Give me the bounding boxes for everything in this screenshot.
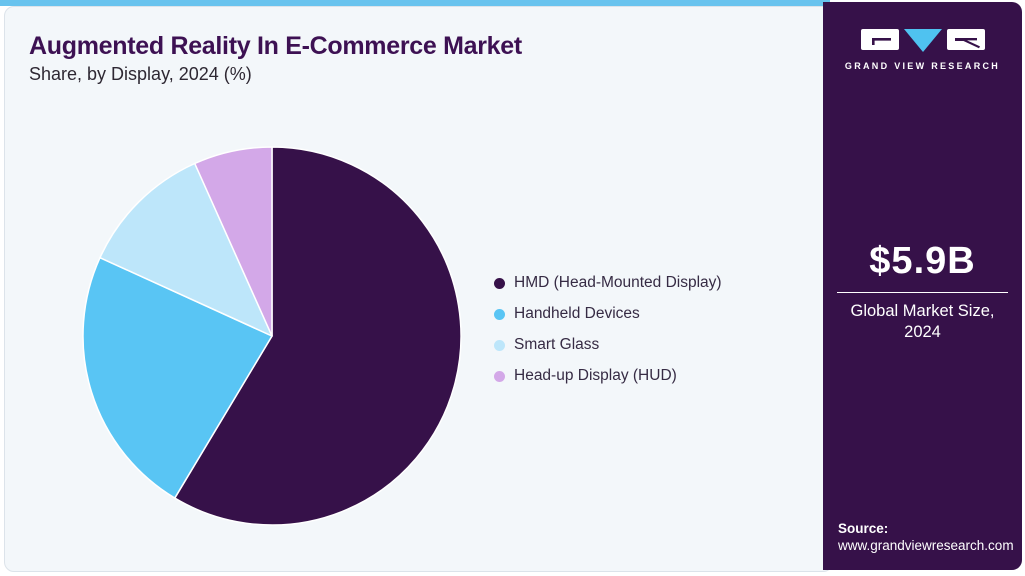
source-url: www.grandviewresearch.com xyxy=(838,538,1014,554)
chart-subtitle: Share, by Display, 2024 (%) xyxy=(29,64,252,84)
legend-swatch-icon xyxy=(494,277,505,289)
logo-v-icon xyxy=(903,29,942,52)
legend-label: Head-up Display (HUD) xyxy=(514,367,677,384)
sidebar: GRAND VIEW RESEARCH $5.9B Global Market … xyxy=(823,2,1022,570)
legend-item-2: Handheld Devices xyxy=(494,305,722,323)
market-size-caption: Global Market Size, 2024 xyxy=(850,302,995,342)
chart-title: Augmented Reality In E-Commerce Market xyxy=(29,32,522,60)
pie-slice-3 xyxy=(99,162,273,337)
legend-label: Smart Glass xyxy=(514,336,600,353)
market-size-value: $5.9B xyxy=(869,240,976,282)
legend-label: Handheld Devices xyxy=(514,305,640,322)
legend-item-1: HMD (Head-Mounted Display) xyxy=(494,274,722,292)
logo-r-icon xyxy=(946,29,985,50)
market-size-divider xyxy=(837,292,1008,293)
legend-item-3: Smart Glass xyxy=(494,336,722,354)
legend-swatch-icon xyxy=(494,308,505,320)
market-size-block: $5.9B Global Market Size, 2024 xyxy=(823,240,1022,344)
pie-slice-4 xyxy=(194,146,273,337)
chart-card: Augmented Reality In E-Commerce Market S… xyxy=(4,6,833,572)
pie-chart xyxy=(82,146,462,526)
pie-slice-1 xyxy=(174,146,462,526)
source-block: Source: www.grandviewresearch.com xyxy=(838,520,1014,555)
logo-glyphs xyxy=(823,29,1022,53)
brand-logo: GRAND VIEW RESEARCH xyxy=(823,29,1022,71)
top-accent-bar xyxy=(0,0,830,6)
legend-label: HMD (Head-Mounted Display) xyxy=(514,274,722,291)
brand-wordmark: GRAND VIEW RESEARCH xyxy=(844,61,1001,71)
legend-item-4: Head-up Display (HUD) xyxy=(494,367,722,385)
pie-slice-2 xyxy=(82,256,273,499)
legend: HMD (Head-Mounted Display) Handheld Devic… xyxy=(494,274,722,385)
source-label: Source: xyxy=(838,520,889,536)
logo-g-icon xyxy=(860,29,899,50)
legend-swatch-icon xyxy=(494,339,505,351)
legend-swatch-icon xyxy=(494,370,505,382)
